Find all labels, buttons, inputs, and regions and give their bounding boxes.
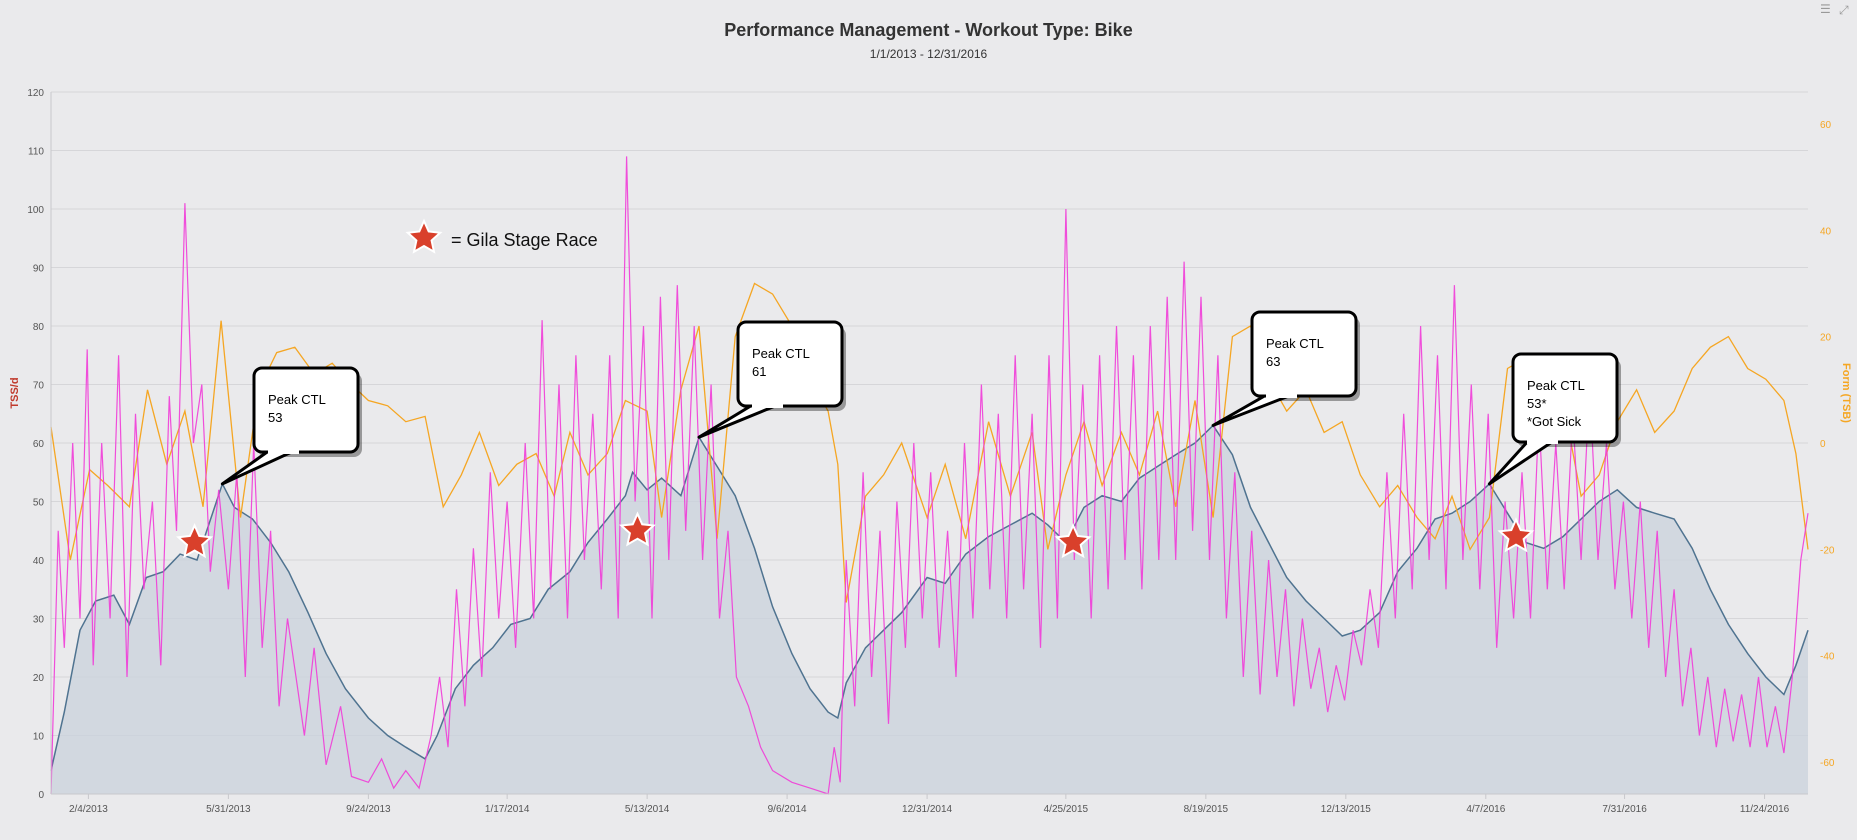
y-axis-title: TSS/d [9,377,21,408]
annotation-callout: Peak CTL 61 [697,320,846,439]
y-tick-label: 100 [27,205,44,216]
callout-text: Peak CTL [1527,378,1585,393]
annotation-callout: Peak CTL 53 [220,366,362,486]
callout-text: Peak CTL [752,346,810,361]
expand-icon[interactable]: ⤢ [1839,3,1849,17]
y2-tick-label: -40 [1820,652,1835,663]
callout-text: Peak CTL [1266,336,1324,351]
x-tick-label: 2/4/2013 [69,804,108,815]
y2-tick-label: -60 [1820,758,1835,769]
callout-box [1250,310,1358,398]
chart-title: Performance Management - Workout Type: B… [724,20,1133,40]
ctl-area [51,425,1808,794]
callout-text: *Got Sick [1527,414,1582,429]
x-tick-label: 9/24/2013 [346,804,391,815]
annotation-callout: Peak CTL 53* *Got Sick [1487,352,1621,486]
y-tick-label: 0 [38,790,44,801]
x-tick-label: 4/7/2016 [1466,804,1505,815]
callout-box [252,366,360,454]
y-tick-label: 20 [33,673,45,684]
callout-text: 53* [1527,396,1547,411]
callout-join [268,446,299,454]
callout-pointer [697,402,782,439]
x-tick-label: 9/6/2014 [768,804,807,815]
y-tick-label: 70 [33,381,45,392]
star-icon [176,523,214,559]
x-tick-label: 12/31/2014 [902,804,952,815]
chart-subtitle: 1/1/2013 - 12/31/2016 [869,47,988,61]
y2-tick-label: -20 [1820,545,1835,556]
star-icon [1054,523,1092,559]
y-tick-label: 10 [33,732,45,743]
callout-join [1527,436,1558,444]
x-tick-label: 11/24/2016 [1740,804,1790,815]
y-tick-label: 40 [33,556,45,567]
y-tick-label: 110 [28,147,44,158]
x-tick-label: 5/13/2014 [625,804,670,815]
x-tick-label: 5/31/2013 [206,804,251,815]
menu-icon[interactable]: ☰ [1820,2,1831,16]
y-tick-label: 30 [33,615,45,626]
legend-star-icon [405,218,443,254]
y-tick-label: 60 [33,439,45,450]
callout-text: Peak CTL [268,392,326,407]
x-tick-label: 4/25/2015 [1044,804,1089,815]
x-tick-label: 7/31/2016 [1602,804,1647,815]
y-tick-label: 80 [33,322,45,333]
atl-line [50,156,1809,795]
callout-box [1511,352,1619,444]
star-icon [618,511,656,547]
callout-text: 53 [268,410,282,425]
y2-axis-title: Form (TSB) [1840,363,1852,423]
callout-text: 61 [752,364,766,379]
y2-tick-label: 0 [1820,439,1826,450]
callout-box [736,320,844,408]
x-tick-label: 12/13/2015 [1321,804,1371,815]
y2-tick-label: 60 [1820,120,1832,131]
legend-label: = Gila Stage Race [451,230,598,250]
y-tick-label: 120 [27,88,44,99]
callout-join [752,400,783,408]
callout-text: 63 [1266,354,1280,369]
y-tick-label: 90 [33,264,45,275]
y2-tick-label: 20 [1820,333,1832,344]
annotation-callout: Peak CTL 63 [1211,310,1360,427]
callout-pointer [220,448,298,486]
x-tick-label: 8/19/2015 [1184,804,1229,815]
y2-tick-label: 40 [1820,226,1832,237]
callout-join [1266,390,1297,398]
y-tick-label: 50 [33,498,45,509]
star-icon [1497,517,1535,553]
x-tick-label: 1/17/2014 [485,804,530,815]
